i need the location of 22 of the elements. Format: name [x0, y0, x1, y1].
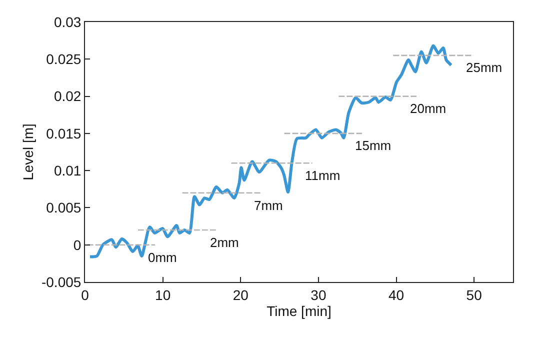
x-tick-label: 30: [310, 286, 326, 303]
y-tick-label: 0.015: [46, 125, 82, 142]
y-axis-title: Level [m]: [20, 124, 36, 180]
y-tick-label: 0.02: [54, 88, 82, 104]
y-tick-label: 0.025: [46, 51, 82, 68]
y-tick-label: 0: [73, 236, 82, 253]
y-tick-label: 0.005: [46, 200, 82, 216]
x-tick-label: 50: [466, 286, 482, 303]
x-axis-title: Time [min]: [266, 303, 332, 320]
annotation: 25mm: [466, 60, 502, 75]
x-tick-label: 10: [155, 286, 171, 303]
y-tick-label: -0.005: [41, 274, 82, 290]
annotation: 7mm: [254, 198, 283, 213]
x-tick-label: 40: [388, 286, 404, 303]
x-tick-label: 20: [232, 286, 249, 303]
y-tick-label: 0.03: [54, 14, 82, 30]
y-tick-label: 0.01: [54, 162, 82, 178]
annotation: 11mm: [305, 168, 340, 183]
annotation: 0mm: [148, 250, 177, 265]
annotation: 20mm: [410, 101, 446, 116]
annotation: 15mm: [355, 138, 392, 153]
annotation: 2mm: [210, 235, 239, 250]
